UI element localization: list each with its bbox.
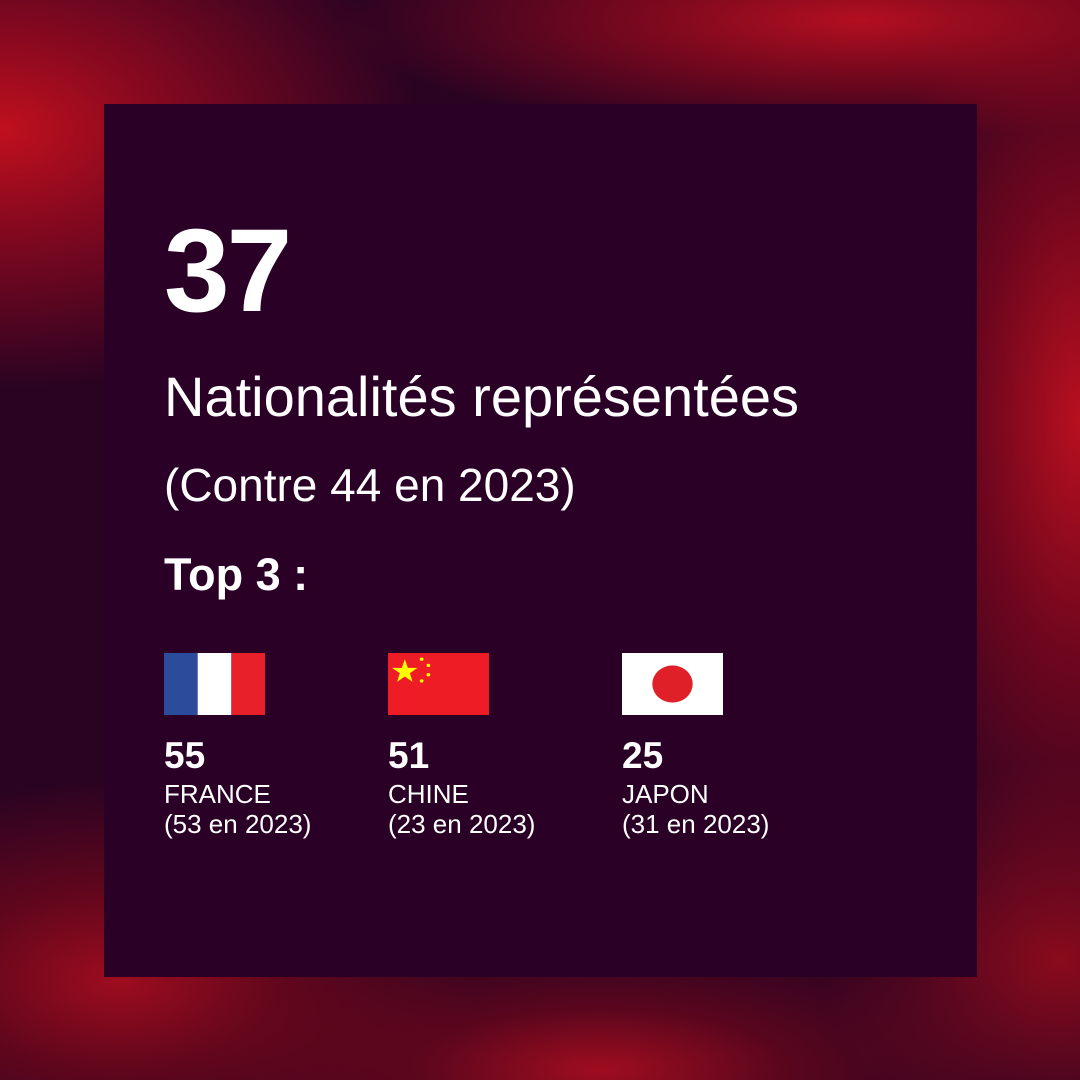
country-previous: (23 en 2023) [388, 808, 536, 839]
stat-comparison: (Contre 44 en 2023) [164, 459, 576, 511]
top-3-heading: Top 3 : [164, 549, 309, 600]
country-value: 51 [388, 735, 430, 776]
flag-china-icon [388, 653, 489, 715]
country-name: JAPON [622, 779, 709, 809]
stat-label: Nationalités représentées [164, 365, 800, 428]
country-previous: (31 en 2023) [622, 808, 770, 839]
nationalities-count: 37 [164, 205, 292, 337]
flag-japan-icon [622, 653, 723, 715]
country-name: FRANCE [164, 779, 271, 809]
flag-france-icon [164, 653, 265, 715]
country-value: 55 [164, 735, 206, 776]
country-value: 25 [622, 735, 664, 776]
country-item-japan: 25 JAPON (31 en 2023) [622, 653, 769, 840]
country-previous: (53 en 2023) [164, 808, 312, 839]
stat-card: 37 Nationalités représentées (Contre 44 … [104, 104, 977, 977]
country-item-france: 55 FRANCE (53 en 2023) [164, 653, 311, 840]
country-name: CHINE [388, 779, 469, 809]
country-item-china: 51 CHINE (23 en 2023) [388, 653, 535, 840]
